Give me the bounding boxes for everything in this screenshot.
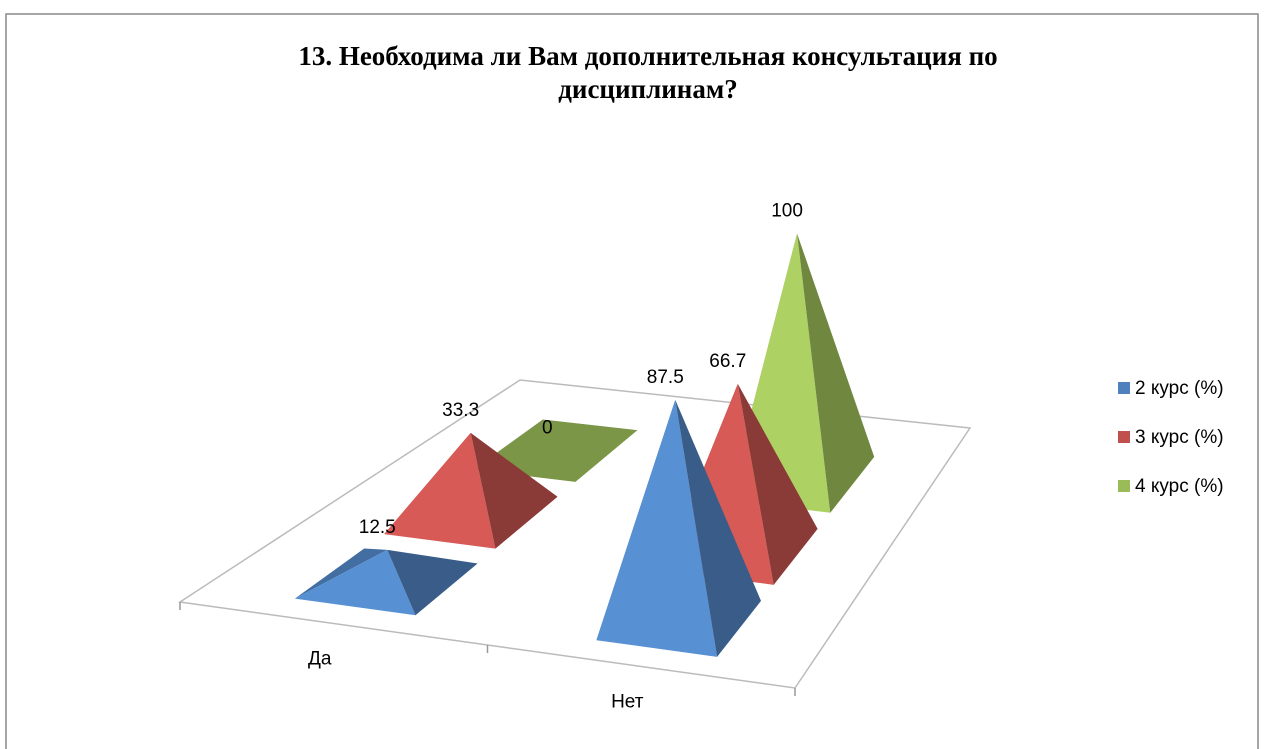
pyramid-face-front [384,432,496,549]
legend-label: 2 курс (%) [1135,378,1224,399]
frame [5,13,1259,749]
pyramid-face-right [675,399,762,657]
data-label: 100 [771,201,803,222]
pyramid-face-right [470,432,558,549]
legend-swatch [1118,431,1130,443]
data-label: 87.5 [647,367,684,388]
pyramid [384,432,558,549]
x-tick-label: Нет [611,692,644,713]
data-label: 66.7 [709,351,746,372]
pyramid-face-front [596,399,718,657]
pyramid-face-right [797,233,875,513]
chart-title: 13. Необходима ли Вам дополнительная кон… [298,41,998,104]
pyramid-face-right [737,383,818,585]
legend-label: 3 курс (%) [1135,427,1224,448]
pyramid-face-left [294,548,388,599]
pyramid-face-right [387,549,478,616]
pyramid-face-front [294,549,416,616]
data-label: 33.3 [442,400,479,421]
x-tick-label: Да [308,649,332,670]
data-label: 0 [542,417,553,438]
legend-swatch [1118,480,1130,492]
legend-label: 4 курс (%) [1135,476,1224,497]
pyramid [596,399,762,657]
data-label: 12.5 [359,517,396,538]
legend-swatch [1118,382,1130,394]
pyramid [294,548,478,616]
